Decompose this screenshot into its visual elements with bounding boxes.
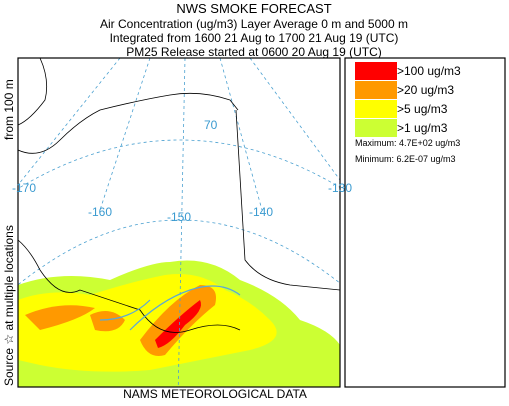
legend-swatch xyxy=(355,119,397,137)
smoke-20 xyxy=(25,305,95,330)
subtitle: PM25 Release started at 0600 20 Aug 19 (… xyxy=(126,45,381,59)
legend-swatch xyxy=(355,81,397,99)
legend-label: >1 ug/m3 xyxy=(397,121,448,135)
legend-frame xyxy=(344,57,506,388)
legend-swatch xyxy=(355,100,397,118)
side-label: Source ☆ at multiple locations xyxy=(2,225,16,386)
side-label: from 100 m xyxy=(2,79,16,140)
map-label: -170 xyxy=(12,181,36,195)
minimum: Minimum: 6.2E-07 ug/m3 xyxy=(355,154,456,164)
map-label: 70 xyxy=(204,118,218,132)
map-label: -140 xyxy=(249,205,273,219)
legend-swatch xyxy=(355,62,397,80)
map-label: -130 xyxy=(328,181,352,195)
subtitle: Air Concentration (ug/m3) Layer Average … xyxy=(100,17,408,31)
subtitle: Integrated from 1600 21 Aug to 1700 21 A… xyxy=(110,31,399,45)
smoke-20 xyxy=(90,311,125,332)
map xyxy=(18,58,340,387)
title: NWS SMOKE FORECAST xyxy=(176,1,331,16)
map-frame xyxy=(17,57,341,388)
smoke-100 xyxy=(155,300,201,348)
maximum: Maximum: 4.7E+02 ug/m3 xyxy=(355,138,460,148)
legend-label: >5 ug/m3 xyxy=(397,102,448,116)
map-label: -150 xyxy=(167,210,191,224)
legend-label: >20 ug/m3 xyxy=(397,83,454,97)
legend-label: >100 ug/m3 xyxy=(397,64,461,78)
footer: NAMS METEOROLOGICAL DATA xyxy=(123,387,307,401)
map-label: -160 xyxy=(88,205,112,219)
